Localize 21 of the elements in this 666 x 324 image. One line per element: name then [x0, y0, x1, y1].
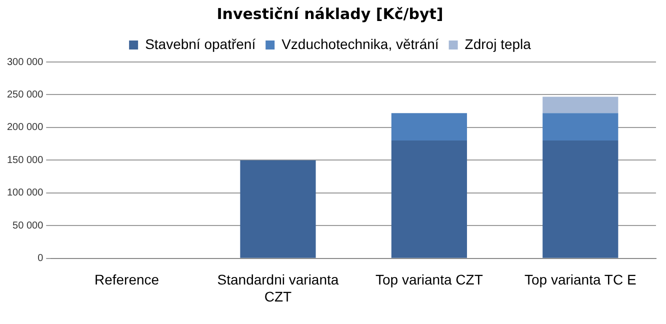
y-tick-label: 150 000 [6, 154, 44, 166]
y-tick-label: 50 000 [12, 220, 44, 232]
y-tick-label: 250 000 [6, 89, 44, 100]
bar [391, 113, 467, 141]
legend-label: Zdroj tepla [464, 36, 532, 52]
y-tick-label: 200 000 [6, 122, 44, 134]
bar [542, 96, 618, 114]
y-tick-label: 0 [38, 253, 44, 264]
y-tick-label: 100 000 [6, 188, 44, 199]
y-tick-label: 300 000 [6, 56, 44, 68]
bar [391, 140, 467, 258]
x-tick-label: Top varianta CZT [375, 272, 484, 288]
chart-title: Investiční náklady [Kč/byt] [216, 4, 444, 23]
bar [542, 140, 618, 258]
bar [240, 160, 316, 258]
legend-label: Vzduchotechnika, větrání [282, 36, 439, 52]
legend-label: Stavební opatření [145, 36, 256, 52]
bar [542, 113, 618, 141]
x-tick-label: Top varianta TC E [524, 272, 636, 288]
x-tick-label: Reference [94, 272, 160, 288]
x-tick-label: Standardni varianta CZT [217, 272, 339, 304]
